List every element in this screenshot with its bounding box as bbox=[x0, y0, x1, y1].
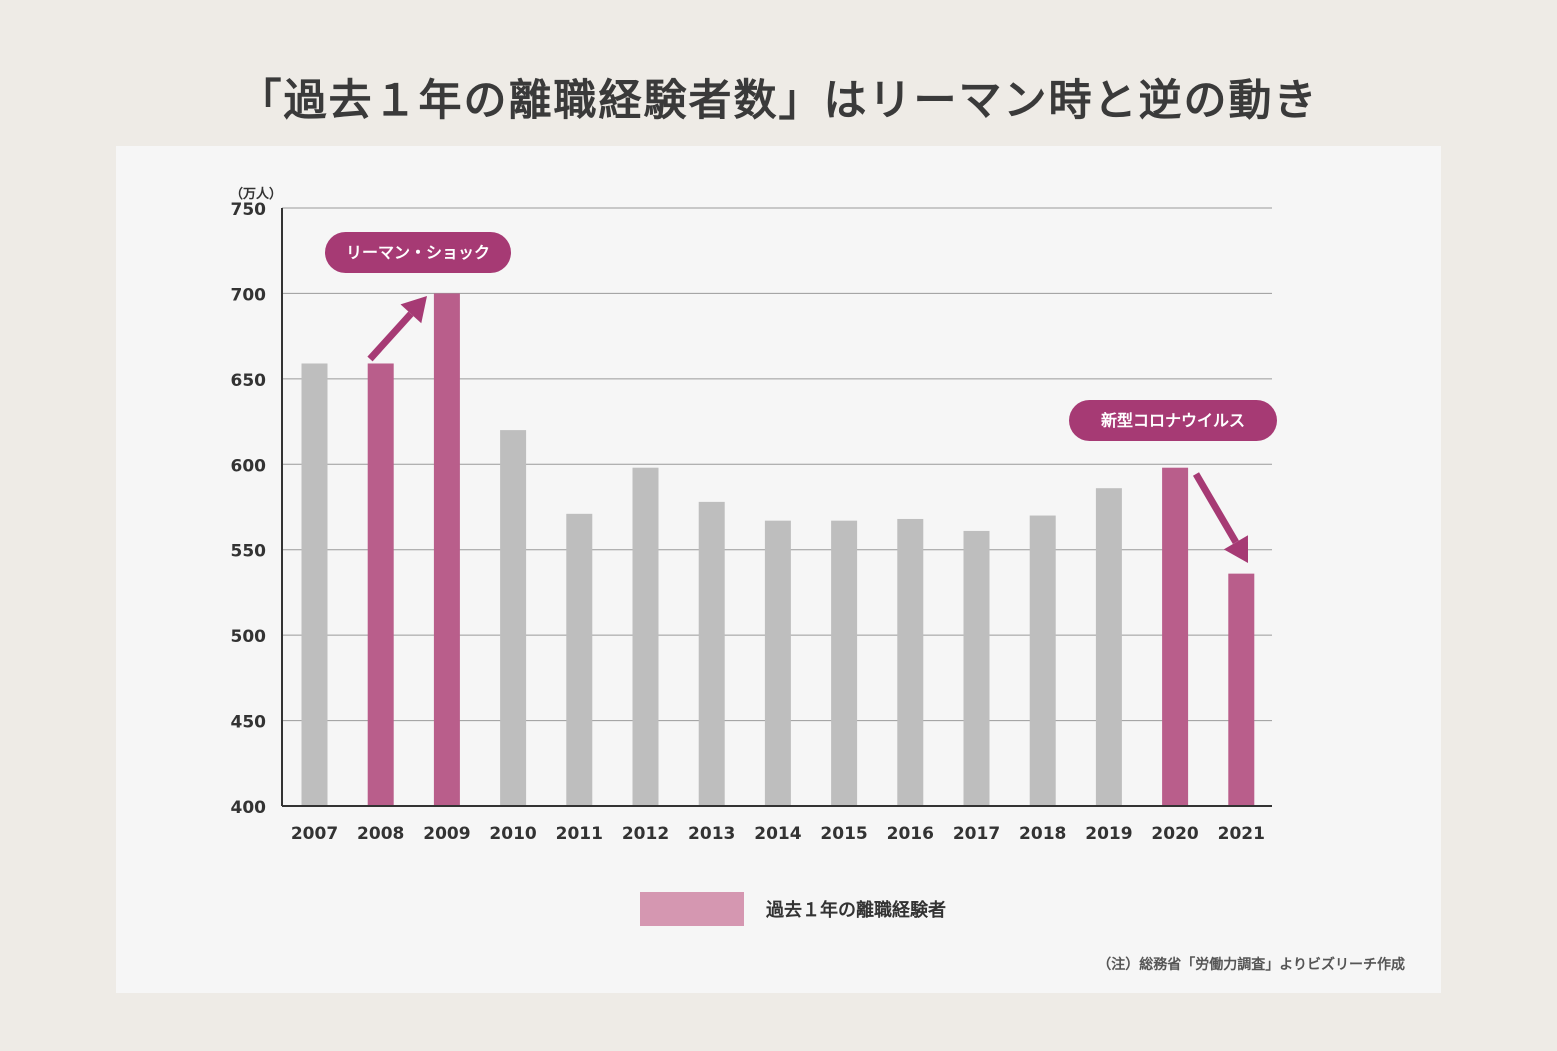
x-tick-label-2014: 2014 bbox=[754, 824, 801, 844]
bar-2018 bbox=[1029, 515, 1056, 806]
bar-2021 bbox=[1228, 573, 1255, 806]
page-title: 「過去１年の離職経験者数」はリーマン時と逆の動き bbox=[238, 76, 1319, 126]
y-tick-label-700: 700 bbox=[231, 285, 267, 305]
y-tick-label-400: 400 bbox=[231, 798, 267, 818]
x-tick-label-2011: 2011 bbox=[556, 824, 603, 844]
x-tick-label-2013: 2013 bbox=[688, 824, 735, 844]
x-tick-label-2015: 2015 bbox=[820, 824, 867, 844]
y-tick-label-500: 500 bbox=[231, 627, 267, 647]
arrow-up-icon-shaft bbox=[367, 311, 414, 362]
x-tick-label-2012: 2012 bbox=[622, 824, 669, 844]
arrow-down-icon-head bbox=[1223, 535, 1248, 563]
x-tick-label-2018: 2018 bbox=[1019, 824, 1066, 844]
bar-2019 bbox=[1095, 488, 1122, 806]
chart-panel: 400 450 500 550 600 650 700 750 （万人） 2007 2008 2009… bbox=[116, 146, 1441, 993]
arrow-up-icon-head bbox=[400, 296, 427, 324]
axes: 400 450 500 550 600 650 700 750（万人） 2007 2008 2009… bbox=[230, 186, 1272, 844]
bar-2007 bbox=[301, 363, 328, 806]
bar-2016 bbox=[897, 518, 924, 806]
source-note: （注）総務省「労働力調査」よりビズリーチ作成 bbox=[1097, 957, 1405, 973]
bar-2011 bbox=[566, 513, 593, 806]
bar-2015 bbox=[831, 520, 858, 806]
bar-2008 bbox=[367, 363, 394, 806]
y-tick-label-450: 450 bbox=[231, 713, 267, 733]
arrow-down-icon bbox=[1192, 472, 1248, 563]
legend-label: 過去１年の離職経験者 bbox=[766, 900, 946, 921]
callout-covid: 新型コロナウイルス bbox=[1069, 400, 1277, 441]
legend: 過去１年の離職経験者 bbox=[640, 892, 946, 926]
callout-lehman-shock: リーマン・ショック bbox=[325, 232, 511, 273]
bar-2009 bbox=[433, 293, 460, 806]
x-tick-label-2020: 2020 bbox=[1151, 824, 1198, 844]
arrow-up-icon bbox=[367, 296, 427, 362]
x-tick-label-2010: 2010 bbox=[489, 824, 536, 844]
x-tick-label-2016: 2016 bbox=[887, 824, 934, 844]
x-tick-label-2008: 2008 bbox=[357, 824, 404, 844]
x-tick-label-2021: 2021 bbox=[1218, 824, 1265, 844]
bar-2017 bbox=[963, 530, 990, 806]
arrow-down-icon-shaft bbox=[1192, 472, 1239, 545]
bars bbox=[301, 293, 1255, 806]
bar-2010 bbox=[500, 430, 527, 806]
bar-2014 bbox=[764, 520, 791, 806]
y-unit-label: （万人） bbox=[230, 186, 282, 202]
arrows bbox=[367, 296, 1248, 563]
bar-chart: 400 450 500 550 600 650 700 750（万人） 2007 2008 2009… bbox=[230, 186, 1272, 844]
bar-2012 bbox=[632, 467, 659, 806]
x-tick-label-2007: 2007 bbox=[291, 824, 338, 844]
y-tick-label-600: 600 bbox=[231, 456, 267, 476]
y-tick-label-650: 650 bbox=[231, 371, 267, 391]
legend-swatch bbox=[640, 892, 744, 926]
bar-2013 bbox=[698, 501, 725, 806]
y-tick-label-550: 550 bbox=[231, 542, 267, 562]
x-tick-label-2017: 2017 bbox=[953, 824, 1000, 844]
x-tick-label-2009: 2009 bbox=[423, 824, 470, 844]
y-tick-label-750: 750 bbox=[231, 200, 267, 220]
bar-2020 bbox=[1162, 467, 1189, 806]
x-tick-label-2019: 2019 bbox=[1085, 824, 1132, 844]
